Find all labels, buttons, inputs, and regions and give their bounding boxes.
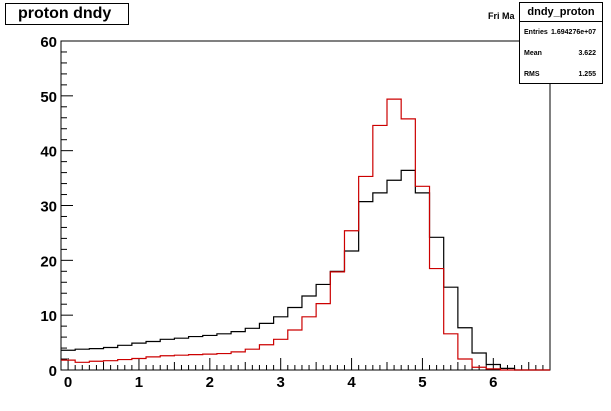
chart-title: proton dndy xyxy=(5,3,129,25)
x-tick-label: 0 xyxy=(64,374,72,391)
stats-value: 1.694276e+07 xyxy=(551,29,596,36)
stats-title: dndy_proton xyxy=(520,3,602,22)
x-tick-label: 5 xyxy=(418,374,426,391)
stats-row-mean: Mean 3.622 xyxy=(520,43,602,64)
x-tick-label: 1 xyxy=(135,374,143,391)
x-tick-label: 3 xyxy=(277,374,285,391)
y-tick-label: 60 xyxy=(40,34,57,51)
axis-ticks: 0 10 20 30 40 50 60 0 1 2 3 4 5 6 xyxy=(40,34,551,391)
plot-frame xyxy=(60,40,551,371)
stats-label: RMS xyxy=(524,71,540,78)
stats-label: Entries xyxy=(524,29,548,36)
x-tick-label: 4 xyxy=(347,374,356,391)
y-tick-label: 50 xyxy=(40,89,57,106)
x-tick-label: 2 xyxy=(206,374,214,391)
y-tick-label: 20 xyxy=(40,253,57,270)
stats-label: Mean xyxy=(524,50,542,57)
stats-value: 1.255 xyxy=(578,71,596,78)
stats-row-entries: Entries 1.694276e+07 xyxy=(520,22,602,43)
y-tick-label: 10 xyxy=(40,308,57,325)
y-tick-label: 0 xyxy=(49,363,57,380)
y-tick-label: 30 xyxy=(40,199,57,216)
stats-box: dndy_proton Entries 1.694276e+07 Mean 3.… xyxy=(519,2,603,84)
stats-row-rms: RMS 1.255 xyxy=(520,64,602,85)
series-group xyxy=(61,98,550,371)
x-tick-label: 6 xyxy=(489,374,497,391)
y-tick-label: 40 xyxy=(40,144,57,161)
date-label-text: Fri Ma xyxy=(488,11,515,21)
stats-value: 3.622 xyxy=(578,50,596,57)
histogram-series-2 xyxy=(61,98,550,371)
histogram-series-1 xyxy=(61,169,550,371)
